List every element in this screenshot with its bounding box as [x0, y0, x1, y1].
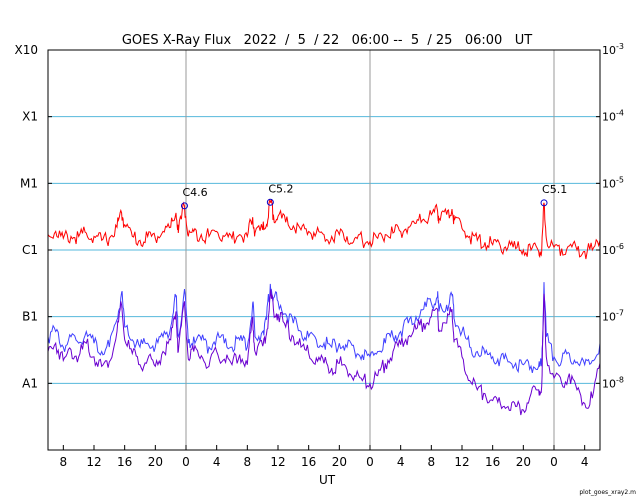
- flare-label-2: C5.2: [268, 182, 293, 195]
- flare-label-3: C5.1: [542, 183, 567, 196]
- x-tick-label-12: 4: [397, 455, 405, 469]
- footer-note: plot_goes_xray2.m: [579, 489, 636, 496]
- flare-marker-1: [180, 202, 188, 210]
- flare-markers: C4.6 C5.2 C5.1: [180, 182, 567, 210]
- class-label-a1: A1: [22, 376, 38, 390]
- flare-label-1: C4.6: [182, 186, 207, 199]
- x-tick-label-7: 8: [244, 455, 252, 469]
- x-axis-label: UT: [319, 473, 336, 487]
- series-line-3: [47, 289, 601, 416]
- series-lines: [47, 198, 601, 416]
- x-tick-label-6: 4: [213, 455, 221, 469]
- right-axis-label-1: 10-3: [602, 42, 624, 57]
- class-label-x10: X10: [15, 43, 39, 57]
- x-tick-label-10: 20: [332, 455, 347, 469]
- x-tick-label-15: 16: [485, 455, 500, 469]
- x-tick-label-8: 12: [270, 455, 285, 469]
- flare-marker-3: [540, 199, 548, 207]
- x-tick-label-5: 0: [182, 455, 190, 469]
- class-label-b1: B1: [22, 310, 38, 324]
- x-tick-label-4: 20: [148, 455, 163, 469]
- series-line-1: [47, 198, 601, 260]
- x-tick-label-2: 12: [86, 455, 101, 469]
- y-axis-left: X10 X1 M1 C1 B1 A1: [15, 43, 52, 390]
- right-axis-label-6: 10-8: [602, 375, 624, 390]
- class-label-m1: M1: [20, 176, 38, 190]
- x-tick-label-13: 8: [428, 455, 436, 469]
- right-axis-label-3: 10-5: [602, 175, 624, 190]
- flare-marker-2: [266, 198, 274, 206]
- x-tick-label-18: 4: [581, 455, 589, 469]
- x-tick-label-17: 0: [550, 455, 558, 469]
- right-axis-label-2: 10-4: [602, 109, 624, 124]
- right-axis-label-5: 10-7: [602, 309, 624, 324]
- x-tick-label-14: 12: [454, 455, 469, 469]
- x-tick-label-9: 16: [301, 455, 316, 469]
- x-tick-label-3: 16: [117, 455, 132, 469]
- x-tick-label-1: 8: [60, 455, 68, 469]
- x-axis: 8 12 16 20 0 4 8 12 16 20 0 4 8 12 16 20 0 4: [60, 445, 589, 469]
- class-label-c1: C1: [22, 243, 38, 257]
- y-axis-right: 10-3 10-4 10-5 10-6 10-7 10-8: [596, 42, 624, 390]
- grid-lines: [48, 50, 600, 450]
- x-tick-label-11: 0: [366, 455, 374, 469]
- chart-title: GOES X-Ray Flux 2022 / 5 / 22 06:00 -- 5…: [122, 33, 532, 48]
- x-tick-label-16: 20: [516, 455, 531, 469]
- series-line-2: [47, 282, 601, 374]
- class-label-x1: X1: [22, 110, 38, 124]
- right-axis-label-4: 10-6: [602, 242, 624, 257]
